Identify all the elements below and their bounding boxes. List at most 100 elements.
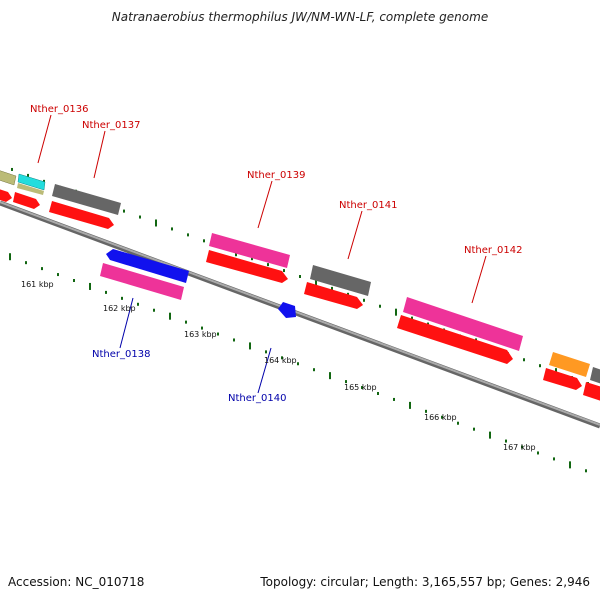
minor-tick xyxy=(345,380,347,384)
gene-label-nther-0142[interactable]: Nther_0142 xyxy=(464,245,522,304)
minor-tick xyxy=(377,391,379,395)
minor-tick xyxy=(425,409,427,413)
minor-tick xyxy=(41,267,43,271)
feature-pink-0139[interactable] xyxy=(209,233,290,268)
minor-tick xyxy=(171,227,173,231)
minor-tick xyxy=(123,209,125,213)
minor-tick xyxy=(281,356,283,360)
minor-tick xyxy=(331,286,333,290)
major-tick xyxy=(249,342,251,350)
scale-label-164: 164 kbp xyxy=(264,356,297,365)
feature-gray-edge[interactable] xyxy=(590,367,600,384)
feature-pink-0138[interactable] xyxy=(100,263,184,300)
cds-arrow-0142[interactable] xyxy=(397,315,513,364)
minor-tick xyxy=(553,457,555,461)
feature-track-upper xyxy=(0,168,600,384)
svg-text:Nther_0139: Nther_0139 xyxy=(247,170,305,181)
minor-tick xyxy=(267,263,269,267)
minor-tick xyxy=(121,296,123,300)
genome-backbone xyxy=(0,200,600,429)
cds-arrow-edge[interactable] xyxy=(583,382,600,402)
scale-label-162: 162 kbp xyxy=(103,304,136,313)
minor-tick xyxy=(361,386,363,390)
feature-gray-0137[interactable] xyxy=(52,184,121,215)
minor-tick xyxy=(25,261,27,265)
minor-tick xyxy=(11,167,13,171)
minor-tick xyxy=(299,275,301,278)
cds-arrow-0138[interactable] xyxy=(106,249,189,283)
map-title: Natranaerobius thermophilus JW/NM-WN-LF,… xyxy=(111,10,489,24)
cds-arrow-orange[interactable] xyxy=(543,368,582,390)
cds-track-forward xyxy=(0,186,600,402)
scale-label-161: 161 kbp xyxy=(21,280,54,289)
minor-tick xyxy=(43,179,45,183)
feature-gray-0141[interactable] xyxy=(310,265,371,296)
scale-label-163: 163 kbp xyxy=(184,330,217,339)
minor-tick xyxy=(379,304,381,308)
major-tick xyxy=(569,461,571,469)
major-tick xyxy=(169,312,171,320)
minor-tick xyxy=(217,332,219,336)
minor-tick xyxy=(185,320,187,324)
feature-khaki-0136b[interactable] xyxy=(17,183,44,195)
scale-label-166: 166 kbp xyxy=(424,413,457,422)
minor-tick xyxy=(363,298,365,302)
minor-tick xyxy=(457,421,459,425)
gene-label-nther-0136[interactable]: Nther_0136 xyxy=(30,104,88,164)
minor-tick xyxy=(27,173,29,177)
feature-cyan-0136[interactable] xyxy=(17,173,46,191)
gene-label-nther-0139[interactable]: Nther_0139 xyxy=(247,170,305,229)
major-tick xyxy=(89,282,91,290)
svg-text:Nther_0142: Nther_0142 xyxy=(464,245,522,256)
gene-label-nther-0141[interactable]: Nther_0141 xyxy=(339,200,397,260)
minor-tick xyxy=(153,308,155,312)
gene-label-nther-0137[interactable]: Nther_0137 xyxy=(82,120,140,179)
major-tick xyxy=(489,431,491,439)
major-tick xyxy=(329,372,331,380)
scale-tick-track xyxy=(9,253,587,473)
major-tick xyxy=(315,278,317,286)
cds-arrow-0141[interactable] xyxy=(304,282,363,309)
minor-tick xyxy=(539,364,541,368)
major-tick xyxy=(9,253,11,261)
minor-tick xyxy=(393,397,395,401)
minor-tick xyxy=(313,368,315,372)
svg-text:Nther_0137: Nther_0137 xyxy=(82,120,140,131)
cds-arrow-0139[interactable] xyxy=(206,250,288,283)
minor-tick xyxy=(73,279,75,283)
minor-tick xyxy=(441,415,443,419)
cds-arrow-0136b[interactable] xyxy=(13,192,40,209)
feature-orange[interactable] xyxy=(549,352,590,377)
feature-pink-0142[interactable] xyxy=(403,297,523,351)
minor-tick xyxy=(57,273,59,277)
minor-tick xyxy=(297,362,299,366)
svg-text:Nther_0138: Nther_0138 xyxy=(92,349,150,360)
feature-khaki-0136[interactable] xyxy=(0,168,17,186)
svg-text:Nther_0140: Nther_0140 xyxy=(228,393,286,404)
minor-tick xyxy=(139,215,141,219)
gene-label-nther-0138[interactable]: Nther_0138 xyxy=(92,297,150,360)
minor-tick xyxy=(187,233,189,237)
minor-tick xyxy=(105,290,107,294)
svg-text:Nther_0136: Nther_0136 xyxy=(30,104,88,115)
major-tick xyxy=(395,308,397,316)
minor-tick xyxy=(283,269,285,273)
minor-tick xyxy=(473,427,475,431)
accession-text: Accession: NC_010718 xyxy=(8,575,145,589)
topology-text: Topology: circular; Length: 3,165,557 bp… xyxy=(260,575,590,589)
minor-tick xyxy=(265,350,267,354)
minor-tick xyxy=(523,358,525,362)
svg-text:Nther_0141: Nther_0141 xyxy=(339,200,397,211)
gene-labels: Nther_0136 Nther_0137 Nther_0139 Nther_0… xyxy=(30,104,522,404)
cds-arrow-0137[interactable] xyxy=(49,201,114,229)
gene-label-nther-0140[interactable]: Nther_0140 xyxy=(228,347,286,404)
major-tick xyxy=(409,401,411,409)
cds-arrow-0140[interactable] xyxy=(278,302,296,318)
major-tick xyxy=(155,219,157,227)
cds-arrow-0136[interactable] xyxy=(0,186,12,202)
minor-tick xyxy=(137,302,139,306)
minor-tick xyxy=(233,338,235,342)
minor-tick xyxy=(201,326,203,330)
feature-track-reverse xyxy=(100,249,296,318)
